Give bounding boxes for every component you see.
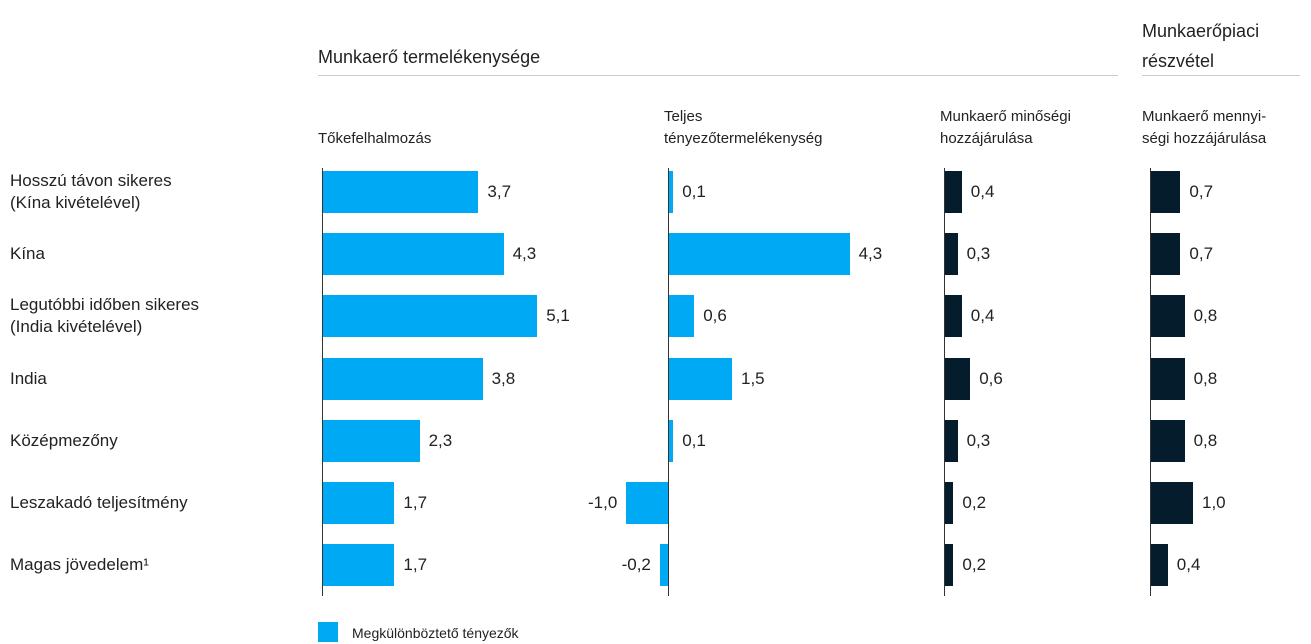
bar — [669, 419, 674, 462]
value-label: 0,4 — [970, 306, 995, 326]
panel-title: Tőkefelhalmozás — [318, 130, 432, 147]
axis-line — [1150, 168, 1151, 596]
value-label: 4,3 — [858, 244, 883, 264]
value-label: -0,2 — [621, 555, 651, 575]
axis-line — [944, 168, 945, 596]
category-label: Legutóbbi időben sikeres (India kivételé… — [10, 295, 200, 337]
bar — [1151, 544, 1168, 587]
value-label: 0,6 — [703, 306, 727, 326]
bar — [659, 544, 668, 587]
value-label: 0,8 — [1193, 430, 1218, 450]
category-label: Magas jövedelem¹ — [10, 555, 149, 575]
value-label: 0,3 — [966, 244, 991, 264]
group-title: Munkaerőpiaci részvétel — [1142, 21, 1260, 71]
value-label: 0,4 — [970, 182, 995, 201]
group-rule — [318, 75, 1118, 76]
bar — [1151, 357, 1185, 400]
category-label: Leszakadó teljesítmény — [10, 493, 188, 512]
bar — [669, 171, 674, 213]
panel-title: Teljes tényezőtermelékenység — [664, 108, 823, 147]
bar — [945, 544, 954, 587]
bar — [323, 419, 420, 462]
legend-swatch — [318, 622, 338, 642]
bar — [669, 295, 695, 338]
bar — [945, 357, 971, 400]
category-label: Középmezőny — [10, 430, 118, 450]
value-label: 0,6 — [979, 368, 1003, 388]
value-label: 0,3 — [966, 430, 991, 450]
bar — [323, 171, 479, 213]
bar — [945, 171, 962, 213]
category-label: Hosszú távon sikeres (Kína kivételével) — [10, 171, 172, 212]
legend-label: Megkülönböztető tényezők — [352, 625, 519, 641]
value-label: 1,7 — [403, 555, 428, 575]
value-label: 5,1 — [546, 306, 570, 326]
value-label: 1,5 — [741, 368, 765, 388]
bar — [945, 419, 958, 462]
category-label: Kína — [10, 244, 45, 264]
value-label: 0,1 — [682, 182, 706, 201]
bar — [945, 233, 958, 276]
axis-line — [668, 168, 669, 596]
value-label: 3,8 — [491, 368, 516, 388]
group-title: Munkaerő termelékenysége — [318, 47, 541, 67]
value-label: 0,8 — [1193, 306, 1218, 326]
bar — [323, 233, 504, 276]
value-label: 0,4 — [1176, 555, 1201, 575]
value-label: -1,0 — [588, 493, 618, 512]
bar — [1151, 171, 1181, 213]
bar — [669, 357, 732, 400]
bar — [1151, 233, 1181, 276]
bar — [1151, 419, 1185, 462]
bar — [1151, 295, 1185, 338]
value-label: 2,3 — [428, 430, 453, 450]
value-label: 0,1 — [682, 430, 706, 450]
value-label: 0,7 — [1189, 244, 1214, 264]
category-label: India — [10, 368, 47, 388]
bar — [323, 544, 395, 587]
bar — [626, 482, 668, 524]
panel-title: Munkaerő minőségi hozzájárulása — [940, 108, 1071, 147]
bar — [945, 295, 962, 338]
bar — [945, 482, 954, 524]
bar — [323, 482, 395, 524]
value-label: 4,3 — [512, 244, 537, 264]
bar — [669, 233, 850, 276]
panel-title: Munkaerő mennyi- ségi hozzájárulása — [1142, 108, 1267, 147]
bar — [323, 357, 483, 400]
value-label: 1,0 — [1202, 493, 1226, 512]
bar — [323, 295, 538, 338]
value-label: 1,7 — [403, 493, 428, 512]
axis-line — [322, 168, 323, 596]
value-label: 0,2 — [962, 493, 987, 512]
group-rule — [1142, 75, 1300, 76]
bar — [1151, 482, 1193, 524]
value-label: 0,8 — [1193, 368, 1218, 388]
value-label: 0,7 — [1189, 182, 1214, 201]
value-label: 3,7 — [487, 182, 512, 201]
value-label: 0,2 — [962, 555, 987, 575]
